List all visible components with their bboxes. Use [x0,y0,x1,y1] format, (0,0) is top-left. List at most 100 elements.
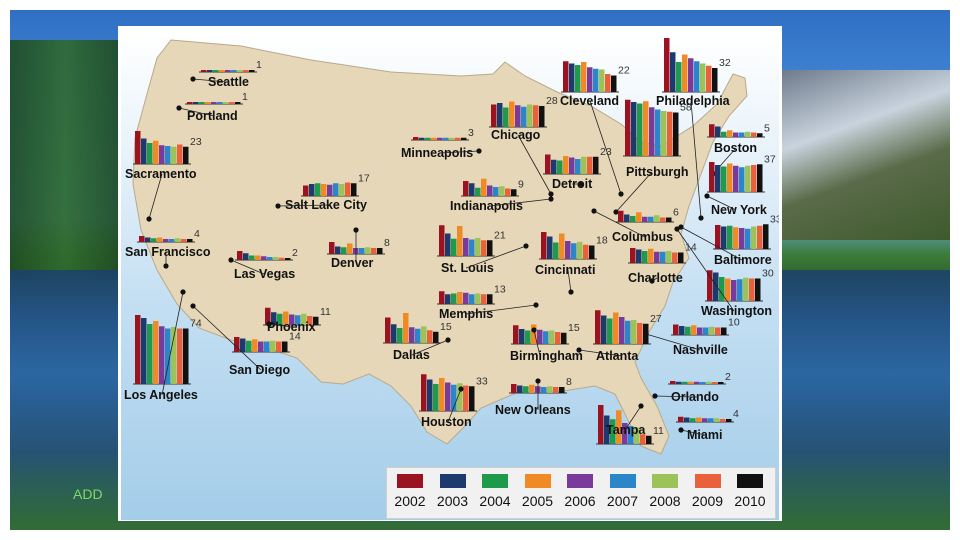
slide-footer-text: ADD [73,486,103,502]
city-value-label: 8 [566,376,572,388]
city-value-label: 10 [728,317,740,329]
city-leader-line [593,210,646,238]
city-name-label: Houston [421,415,472,429]
bar-seattle-2003 [207,70,213,72]
city-value-label: 8 [384,237,390,249]
city-name-label: Baltimore [714,253,772,267]
city-chart-chicago: 28 Chicago [489,95,558,197]
mountain-image [780,70,950,240]
bar-salt-lake-city-2006 [327,184,333,196]
city-leader-line [654,395,698,398]
bar-las-vegas-2002 [237,251,243,260]
bar-indianapolis-2006 [487,185,493,196]
bar-atlanta-2004 [607,318,613,344]
bar-new-york-2002 [709,162,715,192]
bar-portland-2002 [187,102,193,104]
bar-cleveland-2004 [575,65,581,92]
bar-washington-2007 [737,279,743,301]
bar-portland-2009 [229,102,235,104]
bar-houston-2010 [469,386,475,411]
bar-new-orleans-2010 [559,387,565,393]
bar-baltimore-2003 [721,226,727,249]
city-location-dot [548,191,554,197]
bar-phoenix-2009 [307,316,313,325]
bar-cincinnati-2002 [541,232,547,259]
bar-phoenix-2004 [277,313,283,325]
bar-charlotte-2010 [678,252,684,263]
city-location-dot [535,378,541,384]
bar-portland-2007 [217,102,223,104]
bar-miami-2002 [678,416,684,422]
city-name-label: Cincinnati [535,263,595,277]
bar-sacramento-2004 [147,143,153,164]
bar-boston-2002 [709,124,715,137]
city-location-dot [228,257,234,263]
city-leader-line [148,173,163,220]
bar-san-francisco-2004 [151,238,157,242]
bar-nashville-2004 [685,326,691,335]
bar-detroit-2006 [569,157,575,174]
bar-charlotte-2009 [672,252,678,263]
city-chart-cleveland: 22 Cleveland [560,61,630,197]
city-location-dot [649,278,655,284]
bar-charlotte-2008 [666,251,672,263]
bar-philadelphia-2010 [712,68,718,92]
bar-indianapolis-2004 [475,187,481,196]
legend-swatch [737,474,763,488]
bar-cleveland-2007 [593,68,599,92]
bar-portland-2006 [211,102,217,104]
bar-seattle-2006 [225,70,231,72]
bar-indianapolis-2009 [505,188,511,196]
city-leader-line [439,150,480,154]
city-value-label: 37 [764,153,776,165]
bar-boston-2006 [733,132,739,137]
bar-los-angeles-2009 [177,328,183,384]
city-chart-philadelphia: 32 Philadelphia [656,38,731,221]
bar-boston-2003 [715,126,721,137]
bar-charlotte-2004 [642,251,648,263]
bar-baltimore-2009 [757,225,763,249]
bar-san-francisco-2008 [175,238,181,242]
bar-orlando-2006 [694,381,700,384]
city-value-label: 22 [618,65,630,77]
bar-dallas-2006 [409,327,415,343]
bar-new-york-2010 [757,164,763,192]
bar-pittsburgh-2008 [661,111,667,156]
legend-year-label: 2002 [394,493,426,509]
bar-boston-2008 [745,131,751,137]
bar-boston-2004 [721,131,727,137]
bar-new-york-2003 [715,165,721,192]
bar-miami-2008 [714,418,720,422]
forest-image [10,40,120,280]
city-location-dot [163,263,169,269]
city-value-label: 18 [596,235,608,247]
city-value-label: 28 [546,95,558,107]
bar-orlando-2010 [718,382,724,384]
bar-philadelphia-2008 [700,63,706,92]
legend-swatch [652,474,678,488]
bar-san-diego-2010 [282,341,288,352]
legend-year-label: 2008 [649,493,681,509]
bar-las-vegas-2003 [243,253,249,260]
bar-sacramento-2002 [135,131,141,164]
bar-portland-2003 [193,102,199,104]
bar-las-vegas-2009 [279,257,285,260]
bar-salt-lake-city-2010 [351,183,357,196]
bar-st-louis-2010 [487,240,493,256]
city-leader-line [615,171,653,213]
bar-memphis-2009 [481,294,487,304]
bar-portland-2005 [205,102,211,104]
city-location-dot [275,203,281,209]
bar-phoenix-2007 [295,315,301,325]
bar-sacramento-2003 [141,138,147,164]
city-location-dot [704,193,710,199]
city-chart-baltimore: 33 Baltimore [678,213,779,267]
bar-baltimore-2004 [727,225,733,249]
city-leader-line [589,100,622,195]
bar-san-diego-2004 [246,340,252,352]
city-chart-charlotte: 14 Charlotte [628,242,697,285]
city-leader-line [161,291,184,396]
bar-new-york-2005 [727,163,733,192]
